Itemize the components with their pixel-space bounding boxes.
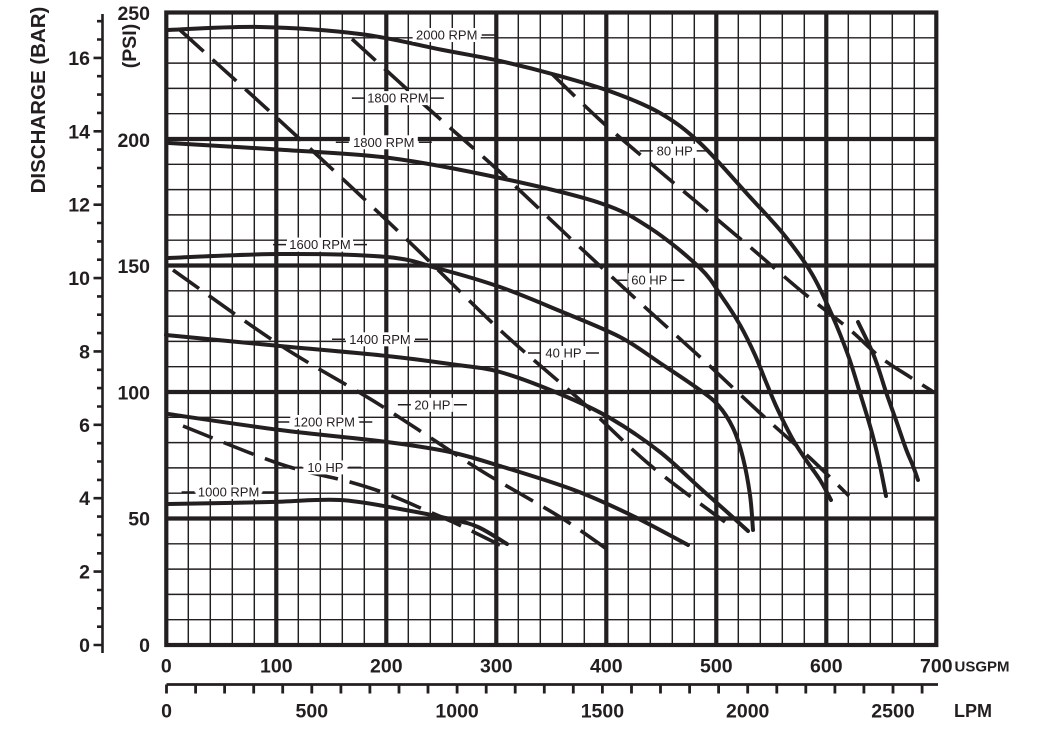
- svg-text:2000: 2000: [726, 701, 770, 723]
- svg-text:2000 RPM: 2000 RPM: [416, 28, 477, 43]
- svg-text:0: 0: [161, 701, 172, 723]
- svg-text:60 HP: 60 HP: [631, 273, 667, 288]
- svg-text:80 HP: 80 HP: [657, 143, 693, 158]
- svg-text:700: 700: [920, 656, 953, 678]
- svg-text:DISCHARGE (BAR): DISCHARGE (BAR): [27, 7, 50, 194]
- svg-text:8: 8: [79, 341, 90, 363]
- svg-text:12: 12: [68, 195, 90, 217]
- svg-text:200: 200: [117, 130, 150, 152]
- svg-text:250: 250: [117, 3, 150, 25]
- svg-text:400: 400: [590, 656, 623, 678]
- svg-text:200: 200: [370, 656, 403, 678]
- svg-text:(PSI): (PSI): [119, 24, 141, 68]
- svg-text:1800 RPM: 1800 RPM: [367, 91, 428, 106]
- svg-text:10: 10: [68, 268, 90, 290]
- svg-text:2: 2: [79, 562, 90, 584]
- svg-text:LPM: LPM: [954, 701, 992, 721]
- svg-text:1000 RPM: 1000 RPM: [198, 485, 259, 500]
- svg-text:1600 RPM: 1600 RPM: [289, 237, 350, 252]
- svg-text:6: 6: [79, 415, 90, 437]
- svg-text:100: 100: [260, 656, 293, 678]
- svg-text:16: 16: [68, 48, 90, 70]
- svg-text:1800 RPM: 1800 RPM: [353, 135, 414, 150]
- svg-text:500: 500: [296, 701, 329, 723]
- svg-text:1200 RPM: 1200 RPM: [294, 415, 355, 430]
- svg-text:10 HP: 10 HP: [307, 460, 343, 475]
- svg-text:0: 0: [139, 635, 150, 657]
- svg-text:0: 0: [79, 635, 90, 657]
- svg-text:2500: 2500: [871, 701, 915, 723]
- svg-text:50: 50: [128, 509, 150, 531]
- svg-text:20 HP: 20 HP: [414, 397, 450, 412]
- svg-text:1000: 1000: [435, 701, 479, 723]
- svg-text:1400 RPM: 1400 RPM: [349, 332, 410, 347]
- svg-text:150: 150: [117, 256, 150, 278]
- svg-text:40 HP: 40 HP: [545, 346, 581, 361]
- svg-text:USGPM: USGPM: [954, 659, 1009, 676]
- svg-text:1500: 1500: [581, 701, 625, 723]
- svg-text:500: 500: [700, 656, 733, 678]
- svg-text:100: 100: [117, 382, 150, 404]
- svg-text:14: 14: [68, 121, 90, 143]
- svg-text:600: 600: [810, 656, 843, 678]
- svg-text:0: 0: [161, 656, 172, 678]
- svg-text:4: 4: [79, 488, 90, 510]
- svg-text:300: 300: [480, 656, 513, 678]
